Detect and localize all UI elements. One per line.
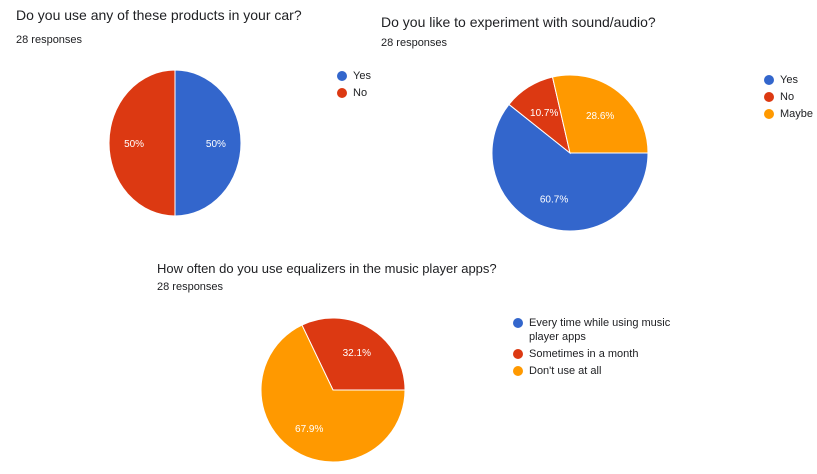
legend-item: Yes xyxy=(764,73,814,87)
chart-2-pie: 60.7% 10.7% 28.6% xyxy=(491,74,649,232)
legend-item: Maybe xyxy=(764,107,814,121)
chart-3-legend: Every time while using music player apps… xyxy=(513,316,703,381)
chart-3-subtitle: 28 responses xyxy=(157,281,224,293)
legend-label: Yes xyxy=(780,74,798,86)
chart-1-title: Do you use any of these products in your… xyxy=(16,7,302,23)
pie-data-label: 28.6% xyxy=(586,111,614,122)
legend-swatch xyxy=(513,366,523,376)
pie-data-label: 10.7% xyxy=(530,108,558,119)
legend-label: No xyxy=(353,87,368,99)
chart-1-subtitle: 28 responses xyxy=(16,34,83,46)
legend-item: No xyxy=(337,86,427,100)
chart-2-title: Do you like to experiment with sound/aud… xyxy=(381,14,656,30)
legend-label: Sometimes in a month xyxy=(529,348,639,360)
legend-label: Every time while using music player apps xyxy=(529,317,671,343)
legend-swatch xyxy=(337,71,347,81)
pie-slice-yes xyxy=(174,69,242,217)
legend-label: Don't use at all xyxy=(529,365,602,377)
legend-item: Sometimes in a month xyxy=(513,347,703,361)
pie-data-label: 32.1% xyxy=(343,348,371,359)
legend-item: No xyxy=(764,90,814,104)
legend-swatch xyxy=(764,75,774,85)
pie-data-label: 67.9% xyxy=(295,424,323,435)
pie-slice-no xyxy=(108,69,176,217)
legend-label: Maybe xyxy=(780,108,814,120)
chart-3-pie: 32.1% 67.9% xyxy=(260,317,406,463)
legend-label: No xyxy=(780,91,795,103)
pie-slice-sometimes-in-a-month xyxy=(301,317,406,391)
legend-swatch xyxy=(764,109,774,119)
pie-data-label: 50% xyxy=(206,139,226,150)
chart-3-title: How often do you use equalizers in the m… xyxy=(157,261,497,276)
pie-data-label: 50% xyxy=(124,139,144,150)
legend-item: Don't use at all xyxy=(513,364,703,378)
legend-item: Yes xyxy=(337,69,427,83)
chart-1-pie: 50% 50% xyxy=(108,69,242,217)
legend-swatch xyxy=(513,318,523,328)
legend-swatch xyxy=(764,92,774,102)
pie-slice-yes xyxy=(491,103,649,232)
legend-swatch xyxy=(513,349,523,359)
pie-slice-maybe xyxy=(551,74,649,154)
chart-2-subtitle: 28 responses xyxy=(381,37,448,49)
pie-data-label: 60.7% xyxy=(540,195,568,206)
chart-1-legend: Yes No xyxy=(337,69,427,103)
legend-item: Every time while using music player apps xyxy=(513,316,703,344)
legend-label: Yes xyxy=(353,70,371,82)
legend-swatch xyxy=(337,88,347,98)
chart-2-legend: Yes No Maybe xyxy=(764,73,814,124)
pie-slice-don-t-use-at-all xyxy=(260,324,406,463)
